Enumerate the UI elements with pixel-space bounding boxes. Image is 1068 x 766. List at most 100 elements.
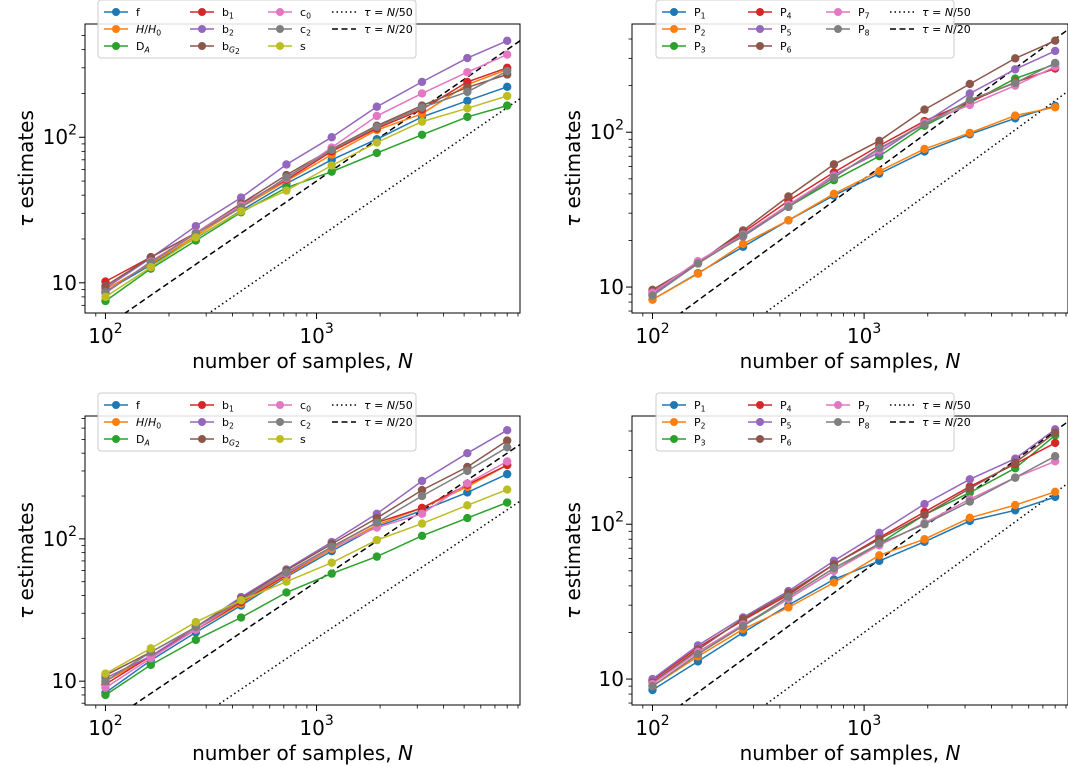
- data-point-c0: [502, 457, 512, 466]
- legend-marker: [670, 435, 678, 443]
- y-tick-label: 102: [43, 122, 77, 149]
- legend-marker: [276, 435, 284, 443]
- data-point-P6: [829, 160, 839, 169]
- data-point-P8: [1050, 58, 1060, 68]
- y-axis-label: τ estimates: [14, 110, 38, 227]
- data-point-s: [463, 501, 472, 510]
- legend-label: τ = N/20: [364, 416, 413, 429]
- data-point-P2: [965, 513, 975, 523]
- data-point-b2: [191, 221, 201, 231]
- data-point-c2: [502, 66, 512, 76]
- series-line-P6: [652, 40, 1056, 291]
- legend-label: H/H0: [136, 23, 161, 37]
- data-point-b2: [417, 476, 427, 486]
- legend-label: P8: [858, 416, 870, 430]
- data-point-s: [236, 596, 246, 605]
- legend-marker: [756, 435, 764, 443]
- data-point-P8: [920, 520, 929, 529]
- legend-label: s: [300, 40, 306, 53]
- legend-marker: [276, 42, 284, 50]
- y-axis-label: τ estimates: [14, 502, 38, 619]
- data-point-P8: [648, 681, 657, 691]
- legend-item-c2: c2: [268, 416, 311, 430]
- legend-item-P4: P4: [748, 6, 792, 20]
- legend-label: P7: [858, 6, 870, 20]
- data-point-c2: [282, 568, 291, 577]
- legend-item-bG2: bG2: [190, 433, 240, 449]
- data-point-P2: [1050, 103, 1060, 112]
- legend-label: c0: [300, 6, 311, 20]
- x-tick-label: 103: [847, 713, 881, 740]
- data-point-P8: [1011, 78, 1020, 88]
- data-point-s: [372, 535, 382, 545]
- legend-label: P8: [858, 23, 870, 37]
- legend-item-tau20: τ = N/20: [332, 23, 413, 36]
- legend-label: P4: [780, 6, 792, 20]
- data-point-DA: [327, 167, 336, 176]
- legend-marker: [112, 435, 120, 443]
- legend-item-s: s: [268, 433, 306, 446]
- legend-item-P1: P1: [662, 399, 706, 413]
- y-tick-label: 102: [590, 117, 624, 144]
- legend-label: c2: [300, 23, 311, 37]
- data-point-P8: [875, 539, 884, 548]
- legend-item-tau50: τ = N/50: [332, 399, 413, 412]
- data-point-DA: [463, 112, 472, 122]
- data-point-DA: [101, 690, 110, 700]
- legend-item-tau20: τ = N/20: [890, 416, 971, 429]
- data-point-s: [191, 233, 201, 242]
- series-line-c2: [105, 446, 508, 682]
- legend-marker: [756, 25, 764, 33]
- data-point-P2: [829, 578, 839, 587]
- data-point-P2: [784, 216, 793, 225]
- legend-marker: [276, 401, 284, 409]
- reference-line-tau20: [123, 40, 520, 313]
- series-line-P1: [652, 496, 1056, 691]
- data-point-P6: [1050, 428, 1060, 437]
- legend-item-P3: P3: [662, 40, 706, 54]
- legend-label: P5: [780, 416, 792, 430]
- data-point-P8: [784, 202, 793, 211]
- legend-marker: [670, 25, 678, 33]
- series-line-DA: [105, 104, 508, 302]
- data-point-DA: [191, 635, 201, 645]
- legend-item-tau50: τ = N/50: [890, 399, 971, 412]
- y-tick-label: 10: [52, 271, 77, 295]
- legend-item-P2: P2: [662, 23, 706, 37]
- plot-area: [101, 426, 520, 705]
- legend-item-P2: P2: [662, 416, 706, 430]
- legend-frame: [655, 392, 955, 452]
- reference-line-tau20: [132, 443, 520, 705]
- legend-marker: [834, 8, 842, 16]
- data-point-DA: [146, 660, 156, 670]
- legend: P1 P2 P3 P4 P5 P6 P7 P8 τ = N/50 τ = N/20: [655, 392, 971, 452]
- legend: f H/H0 DA b1 b2 bG2 c0 c2 s τ = N/50 τ = N/20: [97, 0, 417, 59]
- legend-label: P7: [858, 399, 870, 413]
- data-point-P4: [1050, 438, 1060, 448]
- data-point-s: [101, 669, 110, 678]
- data-point-P8: [875, 143, 884, 153]
- data-point-DA: [417, 130, 427, 139]
- y-tick-label: 10: [599, 667, 624, 691]
- legend-marker: [276, 418, 284, 426]
- reference-line-tau50: [216, 500, 520, 705]
- legend-frame: [655, 0, 955, 59]
- legend-item-P8: P8: [826, 23, 870, 37]
- legend-label: H/H0: [136, 416, 161, 430]
- legend-item-b1: b1: [190, 6, 234, 20]
- legend-item-DA: DA: [104, 40, 150, 54]
- series-line-bG2: [105, 73, 508, 287]
- series-line-f: [105, 86, 508, 293]
- plot-area: [648, 29, 1068, 313]
- data-point-P6: [965, 79, 975, 89]
- legend-label: P2: [694, 23, 706, 37]
- legend-label: τ = N/20: [922, 416, 971, 429]
- data-point-P6: [920, 105, 929, 114]
- data-point-c0: [417, 89, 427, 98]
- data-point-f: [502, 82, 512, 92]
- series-line-P5: [652, 50, 1056, 295]
- legend-label: τ = N/50: [364, 6, 413, 19]
- series-line-s: [105, 488, 508, 675]
- series-line-DA: [105, 501, 508, 696]
